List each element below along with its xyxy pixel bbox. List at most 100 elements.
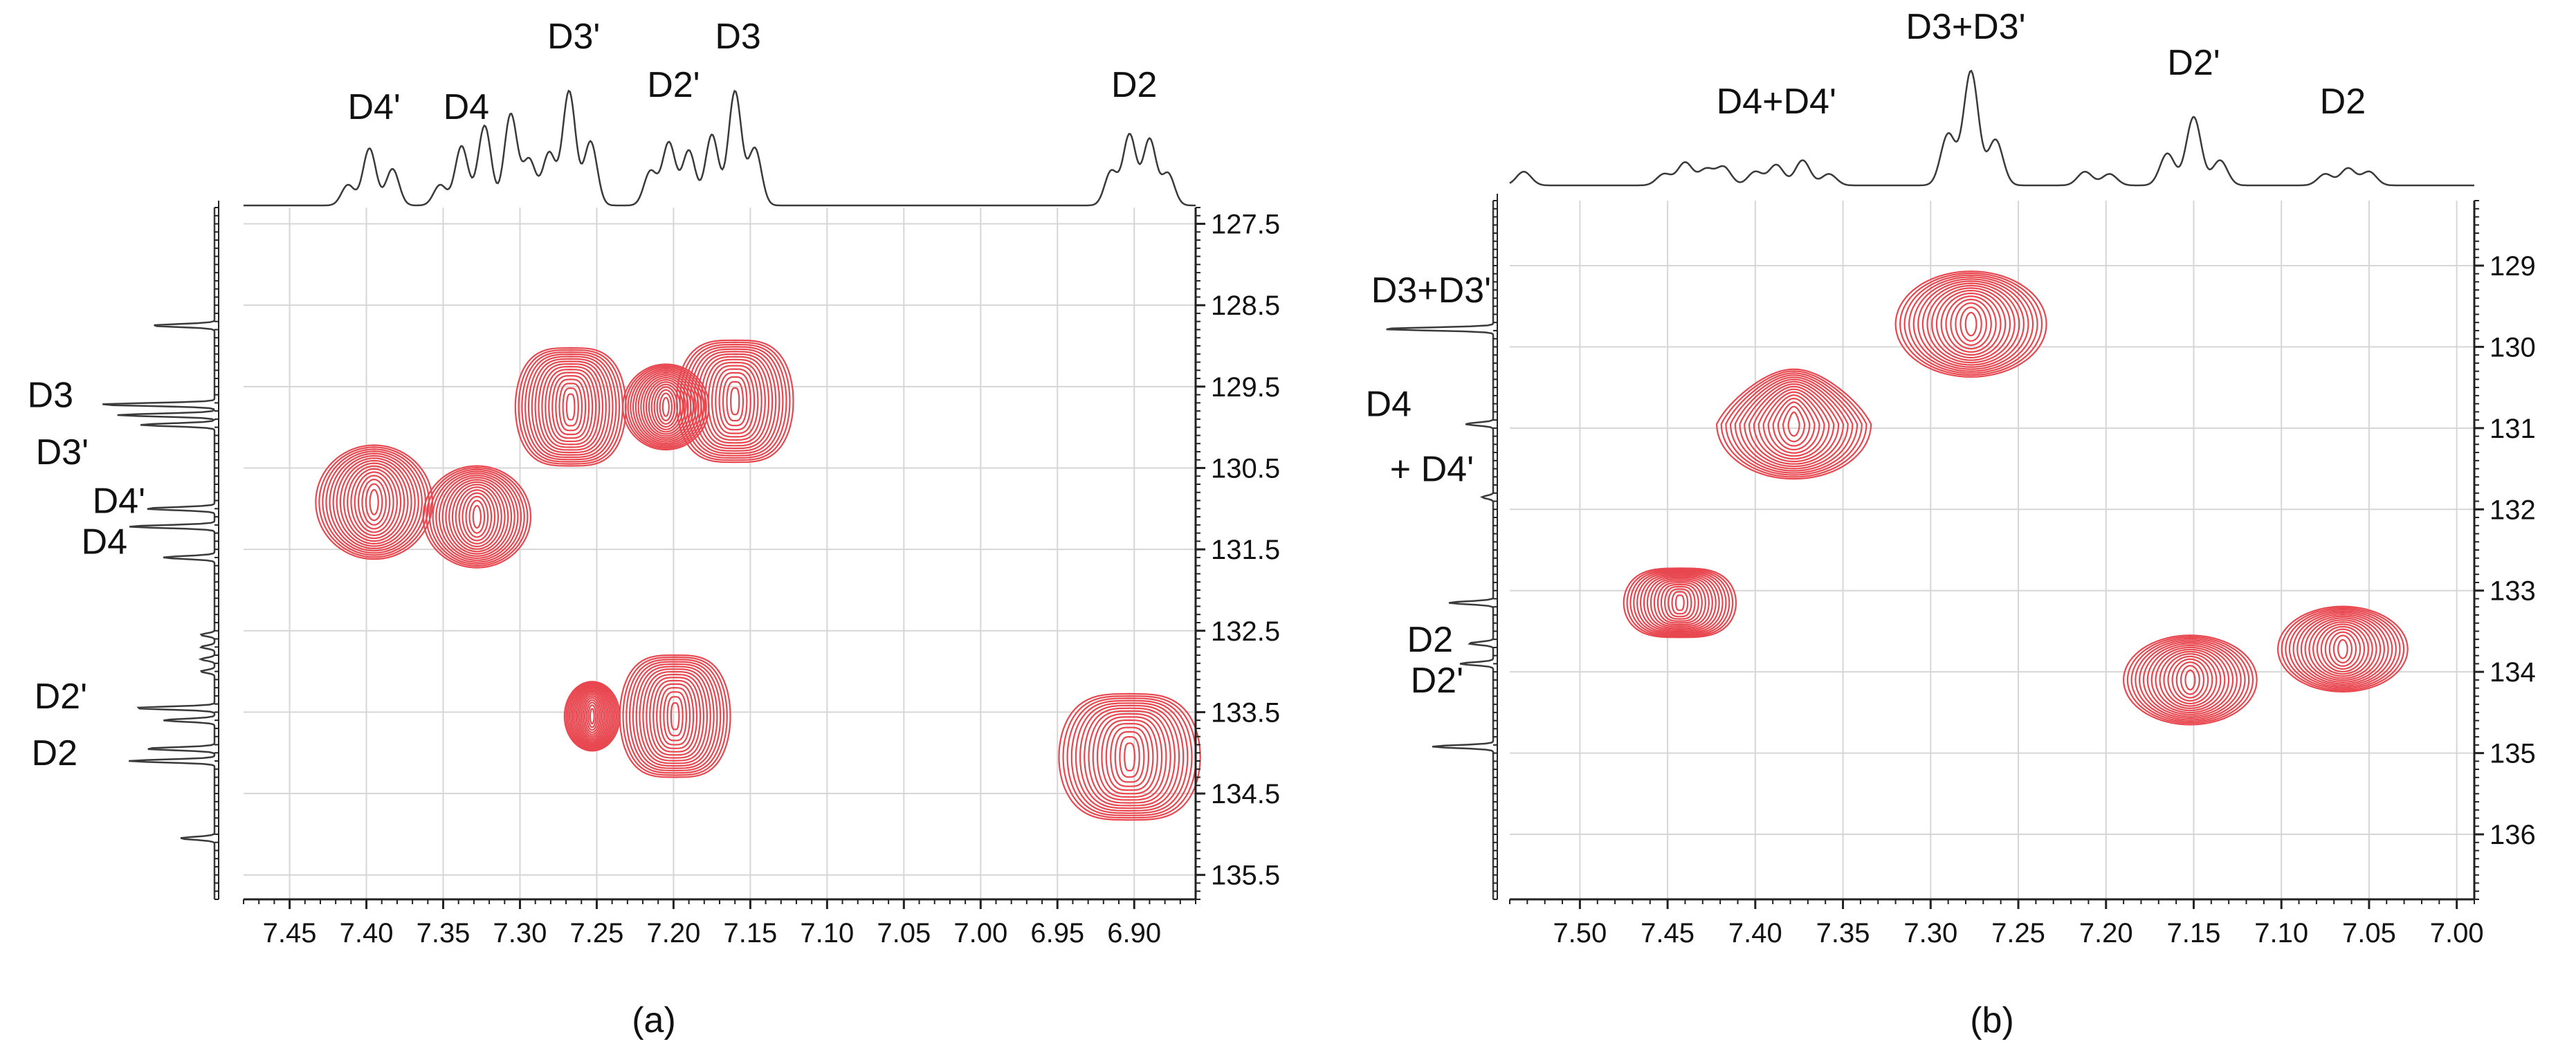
cross-peaks xyxy=(315,339,1201,821)
contour-level xyxy=(1062,695,1197,819)
cross-peak-1 xyxy=(1715,368,1872,480)
contour-level xyxy=(643,376,689,437)
contour-level xyxy=(1079,704,1180,809)
contour-level xyxy=(428,468,525,565)
contour-level xyxy=(2159,650,2222,710)
contour-level xyxy=(551,375,590,439)
contour-level xyxy=(675,339,794,464)
contour-level xyxy=(2184,669,2196,691)
contour-level xyxy=(632,369,700,445)
x-tick-label: 7.45 xyxy=(1641,918,1695,948)
contour-level xyxy=(426,466,529,567)
contour-level xyxy=(531,358,610,456)
left-peak-label: D3' xyxy=(36,432,89,472)
contour-level xyxy=(563,681,621,752)
contour-level xyxy=(634,371,697,443)
contour-level xyxy=(1894,270,2047,378)
contour-level xyxy=(2276,605,2409,693)
contour-level xyxy=(1096,716,1163,798)
left-projection-trace xyxy=(102,208,216,899)
contour-level xyxy=(1075,702,1185,812)
contour-level xyxy=(1950,298,1992,350)
x-tick-label: 7.10 xyxy=(800,918,854,948)
cross-peak-7 xyxy=(1058,692,1201,821)
contour-level xyxy=(465,495,489,538)
left-peak-label: + D4' xyxy=(1390,450,1474,490)
cross-peak-1 xyxy=(422,465,532,569)
panel-a: 7.45 7.40 7.35 7.30 7.25 7.20 7.15 7.10 7.05 7.00… xyxy=(28,17,1281,1040)
contour-level xyxy=(339,459,409,545)
contour-level xyxy=(2142,643,2238,717)
contour-level xyxy=(2122,634,2258,726)
contour-level xyxy=(2150,646,2230,714)
contour-level xyxy=(2300,615,2386,683)
contour-level xyxy=(2292,612,2393,687)
contour-level xyxy=(622,656,728,776)
axes: 7.45 7.40 7.35 7.30 7.25 7.20 7.15 7.10 7.05 7.00… xyxy=(214,201,1280,948)
contour-level xyxy=(468,499,486,534)
contour-level xyxy=(635,666,715,767)
grid-lines xyxy=(244,208,1196,899)
cross-peak-4 xyxy=(675,339,794,464)
contour-level xyxy=(2328,631,2357,667)
contour-level xyxy=(704,358,766,444)
contour-level xyxy=(653,386,679,428)
y-tick-label: 132.5 xyxy=(1211,616,1280,647)
contour-level xyxy=(661,396,670,417)
contour-level xyxy=(2316,623,2369,675)
contour-level xyxy=(527,356,614,459)
y-tick-label: 130 xyxy=(2490,332,2536,363)
left-peak-label: D4 xyxy=(82,522,127,562)
contour-level xyxy=(1734,376,1854,472)
y-tick-label: 128.5 xyxy=(1211,291,1280,321)
x-tick-label: 7.10 xyxy=(2254,918,2308,948)
contour-level xyxy=(722,376,748,427)
y-tick-label: 134.5 xyxy=(1211,779,1280,809)
x-tick-label: 7.25 xyxy=(1991,918,2045,948)
contour-level xyxy=(1940,292,2002,356)
cross-peak-2 xyxy=(514,347,627,467)
y-tick-label: 131 xyxy=(2490,414,2536,444)
contour-level xyxy=(587,704,597,728)
contour-level xyxy=(2130,637,2250,723)
contour-level xyxy=(574,688,611,744)
contour-level xyxy=(1105,722,1154,791)
left-peak-label: D4' xyxy=(93,481,145,522)
contour-level xyxy=(1725,372,1863,476)
contour-level xyxy=(1964,311,1977,337)
contour-level xyxy=(1636,572,1724,634)
x-tick-label: 7.40 xyxy=(340,918,394,948)
contour-level xyxy=(2171,658,2209,702)
contour-level xyxy=(697,353,774,450)
contour-level xyxy=(2126,636,2254,724)
contour-level xyxy=(1782,405,1806,443)
contour-level xyxy=(336,457,412,547)
contour-level xyxy=(451,484,502,550)
contour-level xyxy=(2175,661,2205,699)
contour-level xyxy=(1660,583,1699,622)
top-projection-trace xyxy=(244,89,1196,207)
contour-level xyxy=(1110,726,1149,787)
left-peak-label: D2' xyxy=(35,677,87,717)
contour-level xyxy=(2332,634,2353,663)
contour-level xyxy=(682,343,787,459)
contour-level xyxy=(1653,580,1706,626)
top-peak-label: D2' xyxy=(2167,43,2220,83)
contour-level xyxy=(562,387,579,427)
x-tick-label: 7.15 xyxy=(723,918,777,948)
y-tick-label: 127.5 xyxy=(1211,210,1280,240)
top-projection xyxy=(1509,69,2474,187)
contour-level xyxy=(718,371,751,431)
cross-peak-3 xyxy=(2122,634,2258,726)
contour-level xyxy=(711,365,759,438)
top-projection-trace xyxy=(1509,69,2474,187)
contour-level xyxy=(1119,735,1140,778)
contour-level xyxy=(1921,282,2020,366)
contour-level xyxy=(715,368,756,434)
contour-level xyxy=(656,389,676,425)
contour-level xyxy=(670,701,680,731)
contour-level xyxy=(441,477,513,557)
top-peak-label: D3 xyxy=(715,17,760,57)
